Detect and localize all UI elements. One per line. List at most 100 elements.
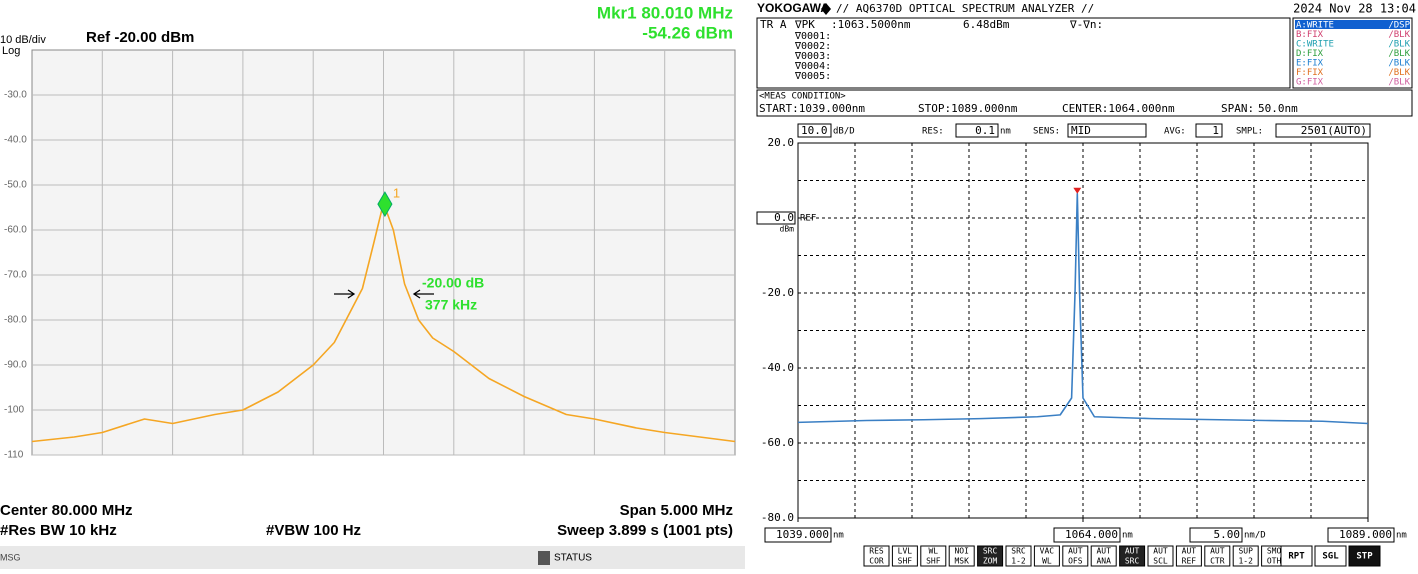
- y-tick-label: -40.0: [4, 135, 27, 146]
- button-label: SHF: [898, 557, 913, 566]
- footer-rbw: #Res BW 10 kHz: [0, 522, 117, 539]
- trace-name: F:FIX: [1296, 68, 1324, 78]
- meas-box: [756, 89, 1413, 117]
- y-tick-label: -80.0: [4, 315, 27, 326]
- button-label: AUT: [1182, 547, 1197, 556]
- button[interactable]: [1280, 545, 1313, 567]
- button[interactable]: [1090, 545, 1117, 567]
- button-label: SRC: [983, 547, 998, 556]
- button-label: SRC: [1011, 547, 1026, 556]
- button[interactable]: [1005, 545, 1032, 567]
- meas-span-value: 50.0nm: [1258, 102, 1298, 115]
- y-unit: dBm: [780, 225, 795, 234]
- datetime: 2024 Nov 28 13:04: [1293, 2, 1416, 16]
- button[interactable]: [977, 545, 1004, 567]
- res-value: 0.1: [975, 124, 995, 137]
- x-tick-label: 1064.000: [1065, 528, 1118, 541]
- readout: 6.48dBm: [963, 18, 1010, 31]
- button[interactable]: [920, 545, 947, 567]
- x-division: 5.00: [1214, 528, 1241, 541]
- trace-mode: /BLK: [1388, 59, 1410, 69]
- button-label: AUT: [1210, 547, 1225, 556]
- button[interactable]: [863, 545, 890, 567]
- footer-span: Span 5.000 MHz: [620, 502, 733, 519]
- button-label: 1-2: [1238, 557, 1253, 566]
- y-tick-label: -110: [4, 450, 24, 461]
- footer-vbw: #VBW 100 Hz: [266, 522, 361, 539]
- button-label: SUP: [1238, 547, 1253, 556]
- button[interactable]: [891, 545, 918, 567]
- y-tick-label: 20.0: [768, 136, 795, 149]
- bw-label: 377 kHz: [425, 297, 477, 313]
- footer-center: Center 80.000 MHz: [0, 502, 133, 519]
- x-tick-label: 1039.000: [776, 528, 829, 541]
- trace-name: E:FIX: [1296, 59, 1324, 69]
- button-label: STP: [1356, 552, 1373, 562]
- x-division-unit: nm/D: [1244, 531, 1266, 541]
- trace-box: [1292, 17, 1413, 89]
- button-label: WL: [1042, 557, 1052, 566]
- x-tick-label: 1089.000: [1339, 528, 1392, 541]
- value-box: [797, 123, 832, 138]
- button-label: ZOM: [983, 557, 998, 566]
- button[interactable]: [1147, 545, 1174, 567]
- button[interactable]: [1204, 545, 1231, 567]
- ref-box: [756, 211, 796, 225]
- meas-stop: STOP:1089.000nm: [918, 102, 1018, 115]
- trace: [31, 202, 736, 443]
- bw-label: -20.00 dB: [422, 275, 484, 291]
- button[interactable]: [1232, 545, 1259, 567]
- button[interactable]: [1348, 545, 1381, 567]
- y-tick-label: -80.0: [761, 511, 794, 524]
- button-label: AUT: [1096, 547, 1111, 556]
- status-msg: MSG: [0, 552, 21, 562]
- button[interactable]: [1314, 545, 1347, 567]
- value-box: [955, 123, 999, 138]
- x-unit: nm: [1122, 531, 1133, 541]
- x-unit: nm: [833, 531, 844, 541]
- scale-mode: Log: [2, 45, 20, 57]
- trace-name: A:WRITE: [1296, 21, 1334, 31]
- ref-label: Ref -20.00 dBm: [86, 29, 194, 46]
- x-unit: nm: [1396, 531, 1407, 541]
- marker-readout: Mkr1 80.010 MHz: [597, 3, 733, 22]
- trace-mode: /BLK: [1388, 40, 1410, 50]
- brand: YOKOGAWA: [757, 1, 829, 15]
- trace-mode: /DSP: [1388, 21, 1410, 31]
- y-tick-label: -70.0: [4, 270, 27, 281]
- trace-mode: /BLK: [1388, 78, 1410, 88]
- trace-mode: /BLK: [1388, 30, 1410, 40]
- readout-marker: ∇0004:: [794, 61, 831, 72]
- button-label: MSK: [954, 557, 969, 566]
- y-tick-label: -60.0: [4, 225, 27, 236]
- button-label: REF: [1182, 557, 1197, 566]
- trace: [797, 192, 1369, 425]
- button[interactable]: [1033, 545, 1060, 567]
- button[interactable]: [1062, 545, 1089, 567]
- value-box: [1195, 123, 1223, 138]
- button-label: OFS: [1068, 557, 1083, 566]
- readout-marker: ∇0002:: [794, 41, 831, 52]
- button-label: ANA: [1096, 557, 1111, 566]
- res-label: RES:: [922, 127, 944, 137]
- value-box: [1327, 527, 1395, 543]
- value-box: [764, 527, 832, 543]
- button-label: RPT: [1288, 552, 1305, 562]
- button[interactable]: [1175, 545, 1202, 567]
- ref-label: REF: [800, 214, 816, 224]
- button[interactable]: [1119, 545, 1146, 567]
- button[interactable]: [948, 545, 975, 567]
- meas-span: SPAN:: [1221, 102, 1254, 115]
- avg-value: 1: [1212, 124, 1219, 137]
- scale-label: 10 dB/div: [0, 34, 46, 46]
- y-tick-label: -40.0: [761, 361, 794, 374]
- trace-name: C:WRITE: [1296, 40, 1334, 50]
- readout-marker: ∇0001:: [794, 31, 831, 42]
- y-tick-label: -60.0: [761, 436, 794, 449]
- marker-label: 1: [393, 186, 400, 201]
- readout-box: [756, 17, 1291, 89]
- meas-start: START:1039.000nm: [759, 102, 865, 115]
- readout-marker: ∇0005:: [794, 71, 831, 82]
- readout: ∇-∇n:: [1069, 18, 1103, 31]
